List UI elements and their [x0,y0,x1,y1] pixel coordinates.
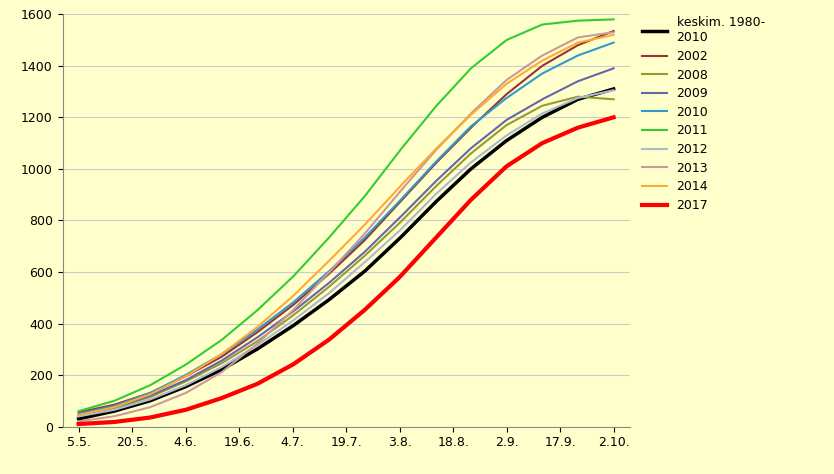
2013 [609,29,619,35]
Line: 2013: 2013 [78,32,614,421]
2014 [75,412,85,418]
2008 [559,98,569,103]
2008 [75,413,85,419]
2012 [392,230,402,236]
2010 [73,411,83,417]
2002 [392,202,402,208]
2013 [559,42,569,47]
2014 [609,32,619,38]
2010 [392,201,402,207]
2011 [401,140,411,146]
2017 [401,267,411,273]
2014 [392,187,402,192]
keskim. 1980-2010 [392,238,402,244]
2017 [390,278,400,284]
2002 [73,410,83,415]
2009 [390,219,400,225]
2010 [525,80,535,85]
2013 [75,419,85,424]
2002 [390,204,400,210]
Legend: keskim. 1980-
2010, 2002, 2008, 2009, 2010, 2011, 2012, 2013, 2014, 2017: keskim. 1980- 2010, 2002, 2008, 2009, 20… [641,16,765,212]
keskim. 1980-2010 [73,416,83,422]
2002 [559,51,569,56]
2010 [559,60,569,65]
Line: 2008: 2008 [78,97,614,416]
2009 [609,65,619,71]
2008 [390,224,400,230]
2017 [392,277,402,283]
2013 [390,194,400,200]
2012 [73,413,83,419]
keskim. 1980-2010 [525,123,535,128]
2002 [525,73,535,79]
2010 [75,410,85,416]
Line: 2010: 2010 [78,43,614,414]
Line: 2002: 2002 [78,31,614,412]
keskim. 1980-2010 [401,229,411,235]
2014 [559,47,569,53]
2013 [73,419,83,424]
Line: 2014: 2014 [78,35,614,415]
2011 [559,19,569,25]
2008 [525,110,535,116]
2013 [392,192,402,198]
2012 [75,413,85,419]
2008 [392,222,402,228]
2011 [525,27,535,33]
2008 [573,94,583,100]
2011 [609,17,619,22]
2013 [401,182,411,187]
Line: 2009: 2009 [78,68,614,415]
Line: 2017: 2017 [78,118,614,424]
2014 [401,177,411,183]
2011 [392,151,402,157]
2014 [525,66,535,72]
2014 [73,412,83,418]
2010 [401,191,411,197]
2008 [73,413,83,419]
2008 [609,96,619,102]
2002 [401,192,411,198]
Line: 2011: 2011 [78,19,614,411]
2009 [525,104,535,109]
2012 [390,232,400,237]
2002 [609,28,619,34]
2012 [559,101,569,107]
keskim. 1980-2010 [75,416,85,421]
2012 [609,87,619,93]
Line: keskim. 1980-2010: keskim. 1980-2010 [78,89,614,419]
2017 [75,421,85,427]
keskim. 1980-2010 [609,86,619,92]
2014 [390,189,400,194]
keskim. 1980-2010 [559,104,569,109]
2017 [525,148,535,154]
2017 [559,131,569,137]
2009 [392,218,402,223]
2010 [390,203,400,209]
Line: 2012: 2012 [78,90,614,416]
2010 [609,40,619,46]
keskim. 1980-2010 [390,240,400,246]
2002 [75,409,85,415]
2013 [525,61,535,67]
2017 [73,421,83,427]
2008 [401,214,411,219]
2009 [73,412,83,418]
2011 [73,408,83,414]
2009 [559,86,569,91]
2012 [401,221,411,227]
2009 [401,209,411,214]
2009 [75,412,85,418]
2012 [525,118,535,124]
2017 [609,115,619,120]
2011 [390,154,400,159]
2011 [75,408,85,413]
